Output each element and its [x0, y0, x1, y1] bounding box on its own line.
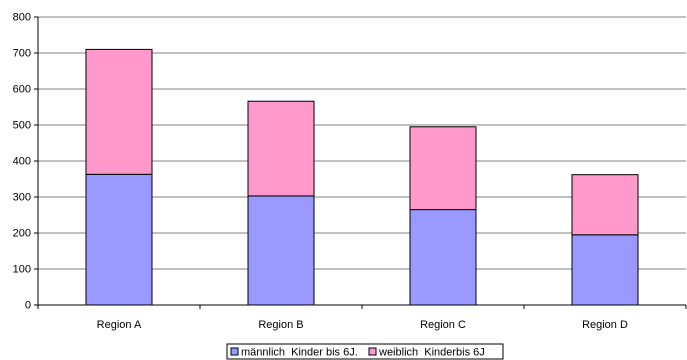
y-tick-label: 400: [13, 156, 31, 168]
y-tick-label: 100: [13, 264, 31, 276]
legend-swatch-1: [230, 347, 239, 356]
bar-weiblich-1: [85, 48, 153, 175]
bar-maennlich-3: [409, 209, 477, 306]
y-tick-label: 500: [13, 120, 31, 132]
legend-label-2: weiblich Kinderbis 6J: [378, 347, 485, 359]
x-tick-label: Region D: [582, 319, 628, 331]
x-tick-label: Region C: [420, 319, 466, 331]
legend-box: [226, 343, 504, 360]
bar-weiblich-3: [409, 126, 477, 211]
y-tick-label: 200: [13, 228, 31, 240]
legend-swatch-2: [368, 347, 377, 356]
legend-label-1: männlich Kinder bis 6J.: [241, 347, 358, 359]
bar-maennlich-2: [247, 195, 315, 306]
y-tick-label: 700: [13, 48, 31, 60]
bar-maennlich-4: [571, 234, 639, 306]
x-tick-label: Region B: [258, 319, 303, 331]
y-tick-label: 300: [13, 192, 31, 204]
y-tick-label: 0: [25, 300, 31, 312]
y-tick-label: 800: [13, 12, 31, 24]
legend: männlich Kinder bis 6J. weiblich Kinderbi…: [226, 343, 504, 360]
bar-weiblich-4: [571, 174, 639, 236]
bar-maennlich-1: [85, 173, 153, 306]
y-tick-label: 600: [13, 84, 31, 96]
bar-weiblich-2: [247, 100, 315, 197]
axes: 0 100 200 300 400 500 600 700 800 Region A Region …: [13, 12, 687, 331]
bars: [85, 48, 639, 306]
x-tick-label: Region A: [97, 319, 142, 331]
